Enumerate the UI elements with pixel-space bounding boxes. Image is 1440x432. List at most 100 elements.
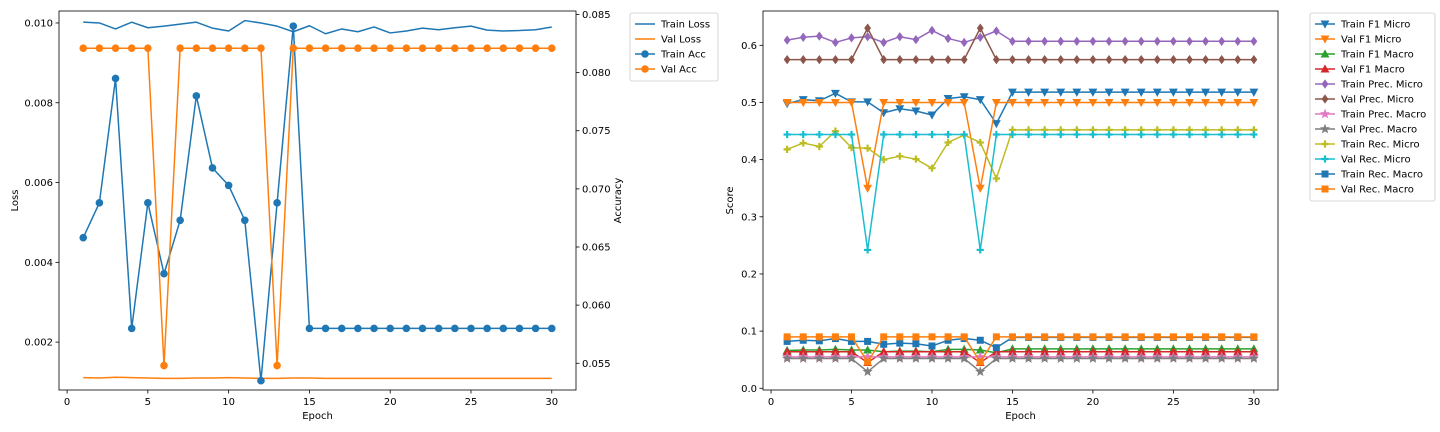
val-f1-micro-point [927, 98, 937, 108]
val-rec-micro-point [960, 130, 968, 139]
train-prec-micro-point [1250, 36, 1258, 46]
train-prec-micro-point [944, 33, 952, 44]
series-val-loss [83, 376, 552, 380]
val-acc-point [531, 44, 540, 53]
train-acc-point [240, 216, 249, 225]
legend-item-train-prec-micro: Train Prec. Micro [1315, 79, 1423, 91]
train-prec-micro-point [896, 32, 904, 42]
val-acc-point [337, 44, 346, 53]
val-prec-micro-point [1186, 54, 1193, 65]
train-f1-micro-point [1152, 88, 1162, 97]
val-rec-macro-point [815, 333, 823, 341]
val-prec-micro-point [976, 23, 984, 33]
val-acc-point [273, 361, 281, 370]
train-rec-micro-point [928, 164, 936, 172]
val-acc-point [451, 44, 459, 53]
val-rec-micro-point [1073, 130, 1081, 139]
val-prec-micro-point [912, 54, 920, 65]
val-rec-micro-point [799, 130, 807, 139]
val-prec-micro-point [1202, 54, 1209, 65]
legend-item-val-prec-macro: Val Prec. Macro [1315, 123, 1417, 136]
val-prec-macro-point [1248, 353, 1259, 363]
train-prec-micro-point [1186, 36, 1193, 46]
val-rec-macro-point [960, 333, 968, 341]
train-f1-micro-point [1249, 88, 1259, 97]
val-prec-macro-point [1007, 353, 1018, 363]
val-prec-macro-point [1200, 353, 1211, 363]
val-prec-micro-point [1025, 54, 1032, 65]
val-rec-macro-point [896, 333, 904, 341]
val-rec-macro-point [928, 333, 936, 341]
train-f1-micro-point [1136, 88, 1146, 97]
loss-accuracy-axes-frame [58, 10, 577, 391]
val-prec-micro-point [944, 54, 952, 65]
train-prec-micro-point [1153, 36, 1161, 46]
val-prec-macro-point [798, 353, 809, 363]
val-rec-micro-point [783, 130, 791, 139]
train-f1-micro-point [1217, 88, 1227, 97]
val-rec-micro-point [896, 130, 904, 139]
val-rec-macro-point [1121, 333, 1129, 341]
val-prec-macro-point [1232, 353, 1243, 363]
train-acc-point [418, 324, 427, 333]
train-f1-micro-point [1120, 88, 1130, 97]
val-prec-macro-point [814, 353, 825, 363]
val-rec-micro-point [1250, 130, 1258, 139]
legend-item-val-prec-micro: Val Prec. Micro [1315, 94, 1414, 106]
val-prec-micro-point [848, 54, 855, 65]
legend-label: Train Loss [660, 20, 710, 31]
y-tick-label: 0.4 [741, 155, 757, 166]
train-prec-micro-point [1121, 36, 1129, 46]
legend-item-val-f1-macro: Val F1 Macro [1315, 64, 1405, 76]
legend-box [629, 12, 719, 82]
train-acc-point [273, 199, 281, 207]
val-prec-micro-point [1089, 54, 1097, 65]
val-acc-point [499, 44, 508, 53]
val-rec-macro-point [1073, 333, 1081, 341]
train-acc-point [499, 324, 508, 333]
legend-marker [1321, 79, 1329, 89]
val-prec-micro-point [880, 54, 888, 65]
train-acc-point [192, 92, 201, 100]
train-prec-micro-point [799, 32, 807, 42]
train-acc-point [386, 324, 395, 333]
val-rec-micro-point [1201, 130, 1210, 139]
x-tick-label: 5 [848, 397, 854, 408]
val-prec-macro-point [862, 366, 873, 377]
legend-item-train-rec-micro: Train Rec. Micro [1315, 140, 1420, 151]
score-y-axis-label: Score [725, 186, 736, 214]
val-acc-point [160, 361, 168, 370]
train-acc-point [111, 74, 120, 83]
train-prec-micro-point [832, 37, 839, 48]
val-prec-macro-point [782, 353, 793, 363]
val-rec-micro-point [1008, 130, 1017, 139]
train-f1-micro-point [959, 93, 969, 102]
train-acc-point [354, 324, 362, 333]
train-acc-point [257, 376, 265, 385]
train-prec-micro-point [976, 32, 984, 42]
val-f1-micro-point [1168, 98, 1178, 108]
val-acc-point [434, 44, 443, 53]
val-f1-micro-point [830, 98, 840, 108]
val-rec-macro-point [1008, 333, 1016, 341]
legend-item-train-prec-macro: Train Prec. Macro [1315, 108, 1426, 121]
val-rec-micro-point [815, 130, 823, 139]
train-rec-macro-point [896, 339, 904, 347]
train-acc-point [531, 324, 540, 333]
train-f1-micro-point [1185, 88, 1194, 97]
val-rec-macro-point [1153, 333, 1161, 341]
score-y-ticks: 0.0 0.1 0.2 0.3 0.4 0.5 0.6 [741, 41, 763, 395]
val-acc-point [305, 44, 314, 53]
legend-label: Train F1 Macro [1340, 50, 1414, 61]
val-prec-micro-point [1041, 54, 1049, 65]
val-prec-macro-point [1184, 353, 1195, 363]
val-acc-point [386, 44, 395, 53]
train-rec-micro-point [944, 138, 952, 147]
train-acc-point [289, 22, 298, 30]
train-rec-macro-point [864, 337, 872, 345]
val-rec-macro-point [1057, 333, 1065, 341]
train-acc-point [451, 324, 459, 333]
val-acc-point [515, 44, 524, 53]
val-rec-macro-point [1025, 333, 1033, 341]
val-rec-macro-point [1105, 333, 1113, 341]
